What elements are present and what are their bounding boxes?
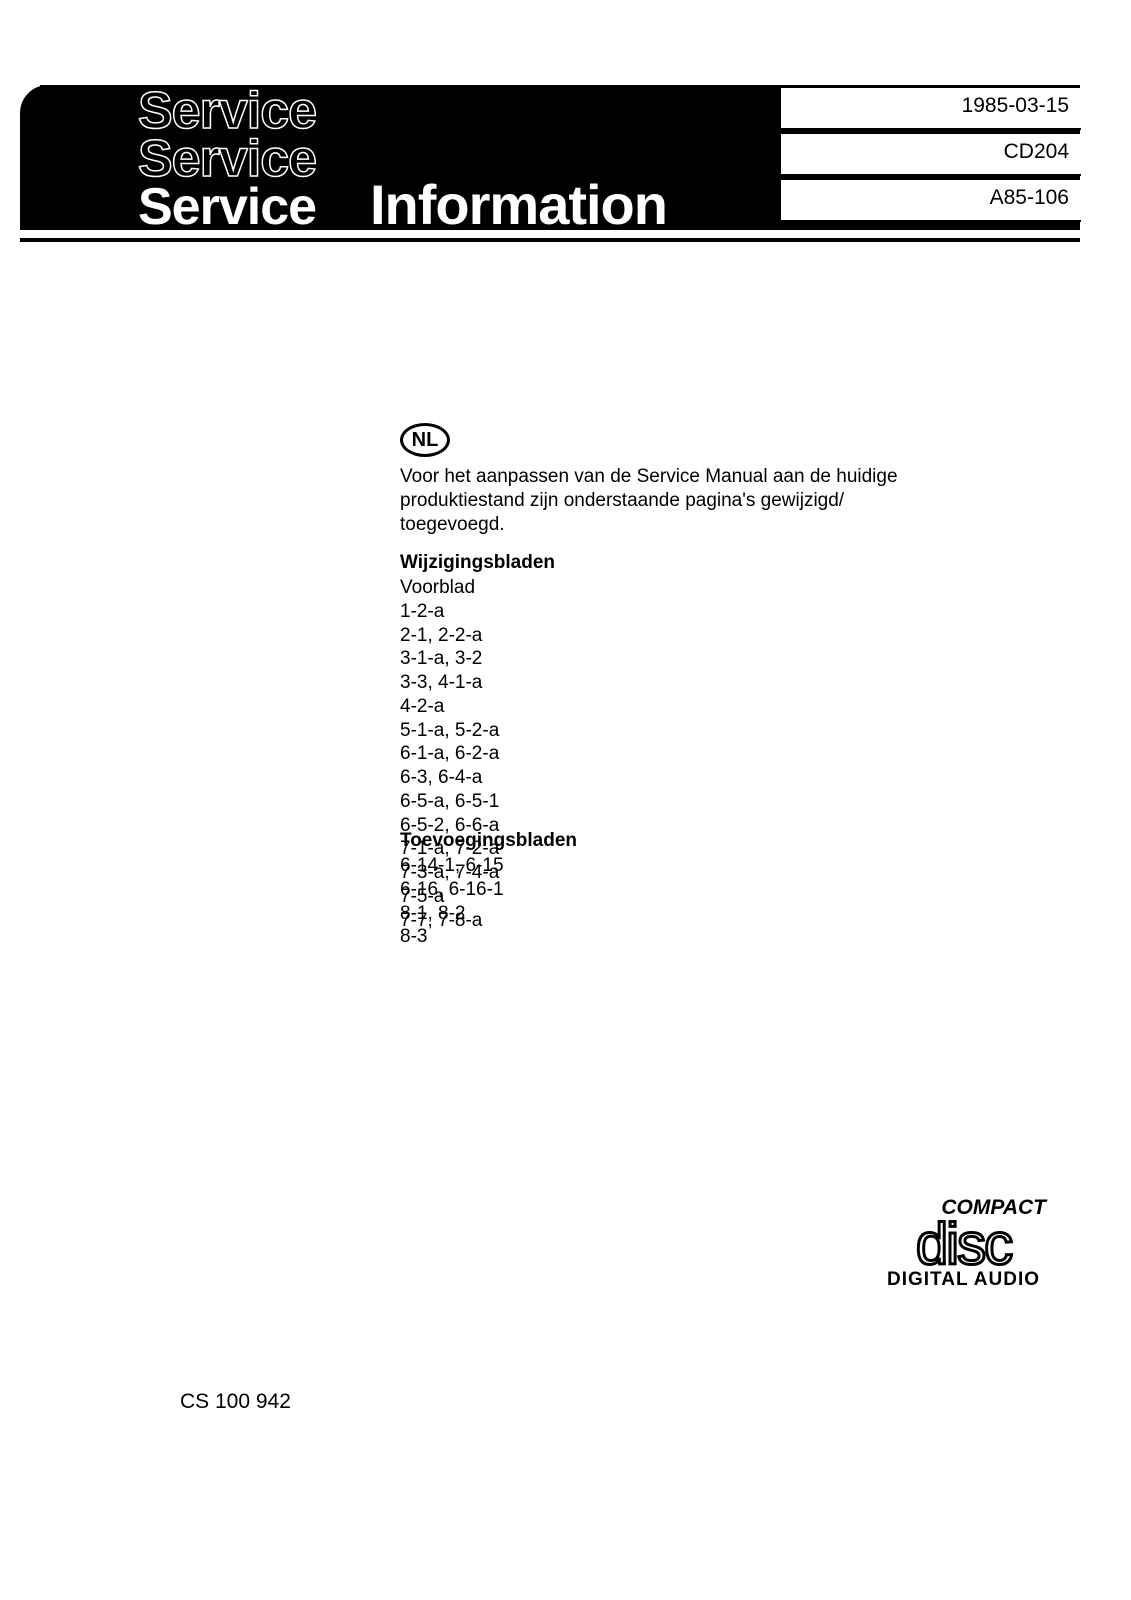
list-item: 6-14-1, 6-15 <box>400 854 504 878</box>
service-text-outline: Service <box>138 136 316 184</box>
list-item: 2-1, 2-2-a <box>400 624 499 648</box>
information-title: Information <box>370 172 667 237</box>
header-date: 1985-03-15 <box>781 88 1081 130</box>
language-badge: NL <box>400 423 450 457</box>
section-title-additions: Toevoegingsbladen <box>400 830 577 852</box>
additions-list: 6-14-1, 6-15 6-16, 6-16-1 8-1, 8-2 8-3 <box>400 854 504 949</box>
list-item: 8-3 <box>400 925 504 949</box>
cd-logo-mid: disc <box>881 1220 1046 1269</box>
intro-paragraph: Voor het aanpassen van de Service Manual… <box>400 465 920 536</box>
list-item: 1-2-a <box>400 600 499 624</box>
header-underline <box>20 238 1080 242</box>
service-text-outline: Service <box>138 88 316 136</box>
list-item: 6-5-a, 6-5-1 <box>400 790 499 814</box>
list-item: Voorblad <box>400 576 499 600</box>
header-docref: A85-106 <box>781 180 1081 222</box>
list-item: 6-3, 6-4-a <box>400 766 499 790</box>
list-item: 4-2-a <box>400 695 499 719</box>
compact-disc-logo: COMPACT disc DIGITAL AUDIO <box>881 1196 1046 1291</box>
list-item: 5-1-a, 5-2-a <box>400 719 499 743</box>
list-item: 3-3, 4-1-a <box>400 671 499 695</box>
service-logo: Service Service Service <box>138 88 316 231</box>
cd-logo-bottom: DIGITAL AUDIO <box>881 1269 1046 1291</box>
page-root: Service Service Service Information 1985… <box>0 0 1131 1600</box>
list-item: 3-1-a, 3-2 <box>400 647 499 671</box>
list-item: 6-1-a, 6-2-a <box>400 742 499 766</box>
list-item: 8-1, 8-2 <box>400 902 504 926</box>
footer-code: CS 100 942 <box>180 1390 291 1414</box>
service-text-solid: Service <box>138 184 316 232</box>
header-model: CD204 <box>781 134 1081 176</box>
section-title-changes: Wijzigingsbladen <box>400 552 555 574</box>
list-item: 6-16, 6-16-1 <box>400 878 504 902</box>
